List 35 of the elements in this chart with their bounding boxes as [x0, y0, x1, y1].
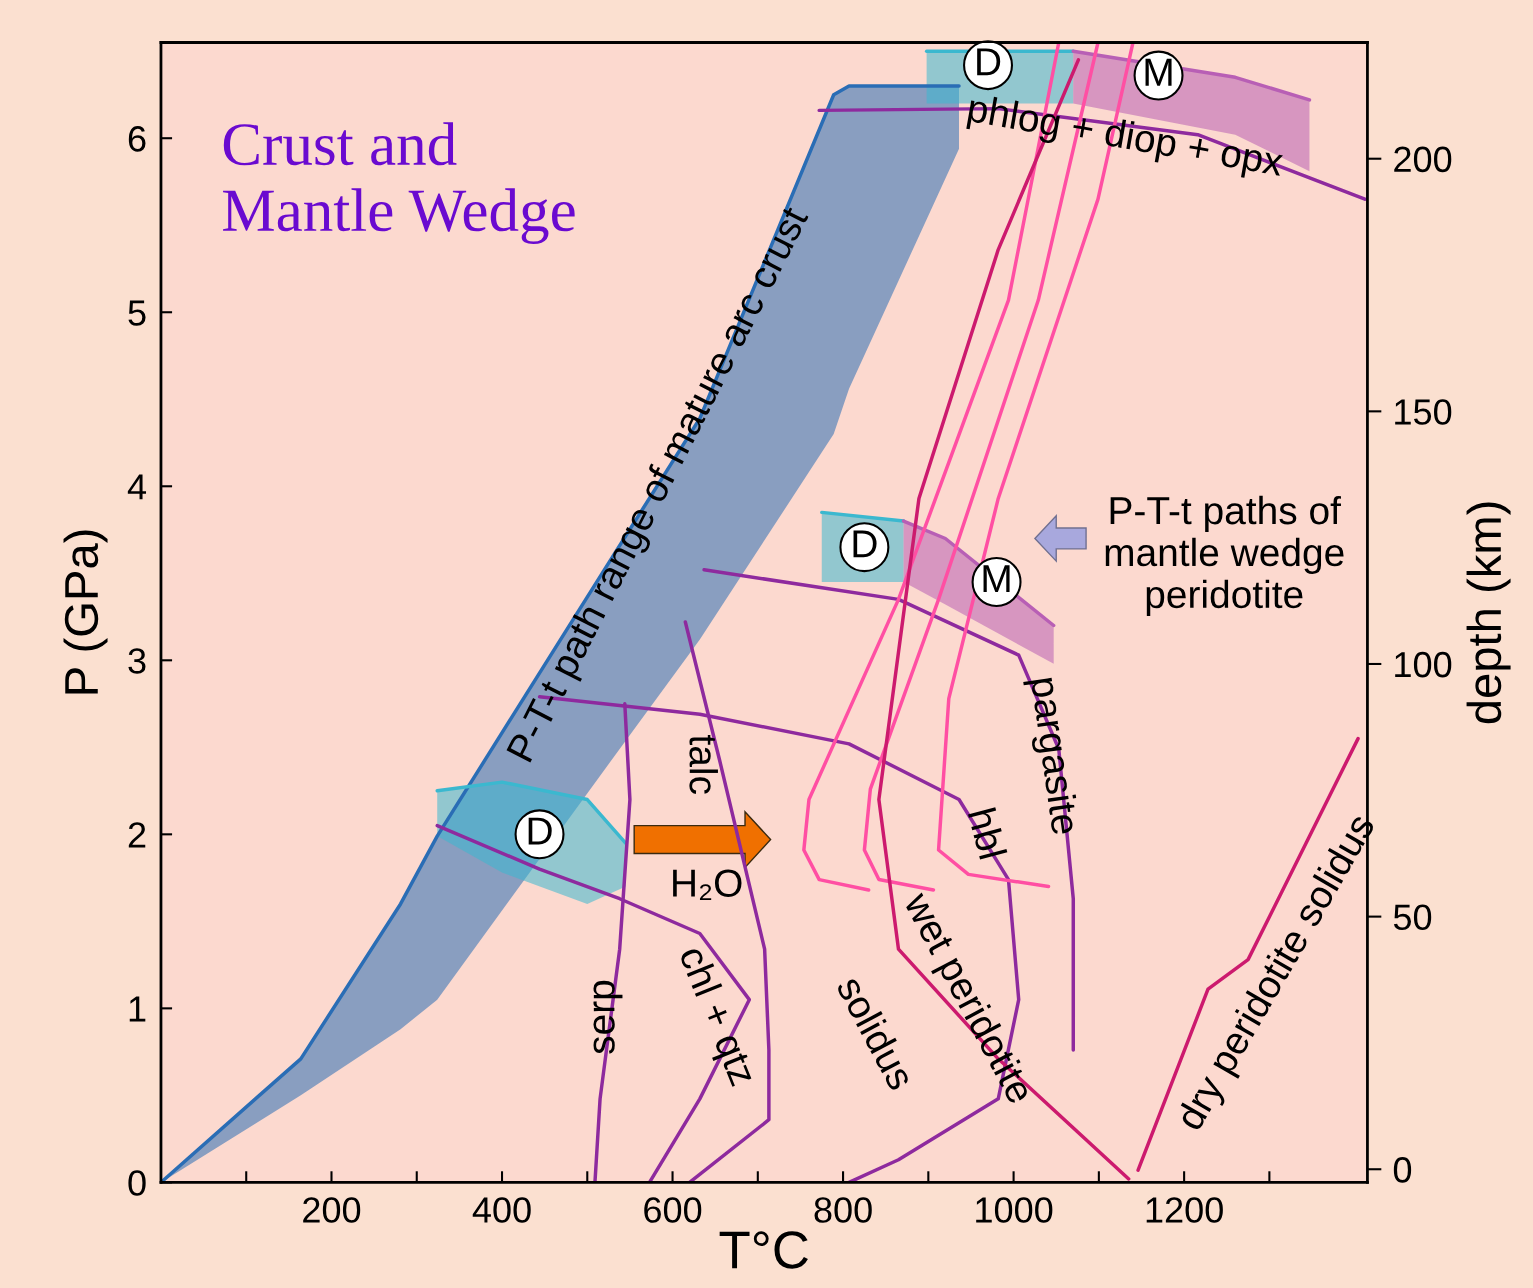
x-tick-label: 1000 — [976, 1197, 1053, 1223]
annotation: D — [528, 817, 552, 845]
y-axis-title: P (GPa) — [63, 530, 108, 694]
y-tick-label: 3 — [128, 648, 146, 674]
annotation: D — [853, 530, 877, 558]
y2-tick-label: 0 — [1393, 1157, 1412, 1183]
annotation: D — [977, 48, 1001, 76]
x-tick-label: 1200 — [1146, 1197, 1223, 1223]
annotation: serp — [593, 980, 623, 1054]
annotation: H₂O — [673, 869, 742, 900]
y-tick-label: 5 — [128, 300, 146, 326]
y2-tick-label: 100 — [1395, 651, 1452, 678]
y-tick-label: 4 — [127, 474, 147, 500]
annotation: hbl — [967, 807, 1008, 860]
annotation: pargasite — [1023, 676, 1081, 837]
y2-tick-label: 50 — [1393, 904, 1432, 931]
annotation: chl + qtz — [671, 944, 759, 1090]
y2-tick-label: 150 — [1395, 399, 1452, 425]
x-tick-label: 800 — [814, 1197, 872, 1223]
annotation: phlog + diop + opx — [966, 93, 1285, 184]
text: Crust and Mantle Wedge — [223, 122, 575, 244]
annotation: P-T-t paths of mantle wedge peridotite — [1105, 495, 1344, 616]
y-tick-label: 1 — [129, 996, 146, 1022]
annotation: talc — [689, 735, 718, 794]
x-tick-label: 600 — [644, 1197, 702, 1223]
annotation: M — [983, 565, 1010, 593]
y-tick-label: 2 — [128, 822, 146, 848]
x-tick-label: 200 — [303, 1197, 361, 1223]
y-tick-label: 6 — [128, 126, 146, 152]
annotation: M — [1145, 58, 1172, 86]
x-axis-title: T°C — [719, 1231, 808, 1269]
y2-tick-label: 200 — [1394, 146, 1452, 173]
x-tick-label: 400 — [472, 1197, 531, 1223]
y-tick-label: 0 — [128, 1170, 146, 1196]
y2-axis-title: depth (km) — [1466, 502, 1511, 724]
